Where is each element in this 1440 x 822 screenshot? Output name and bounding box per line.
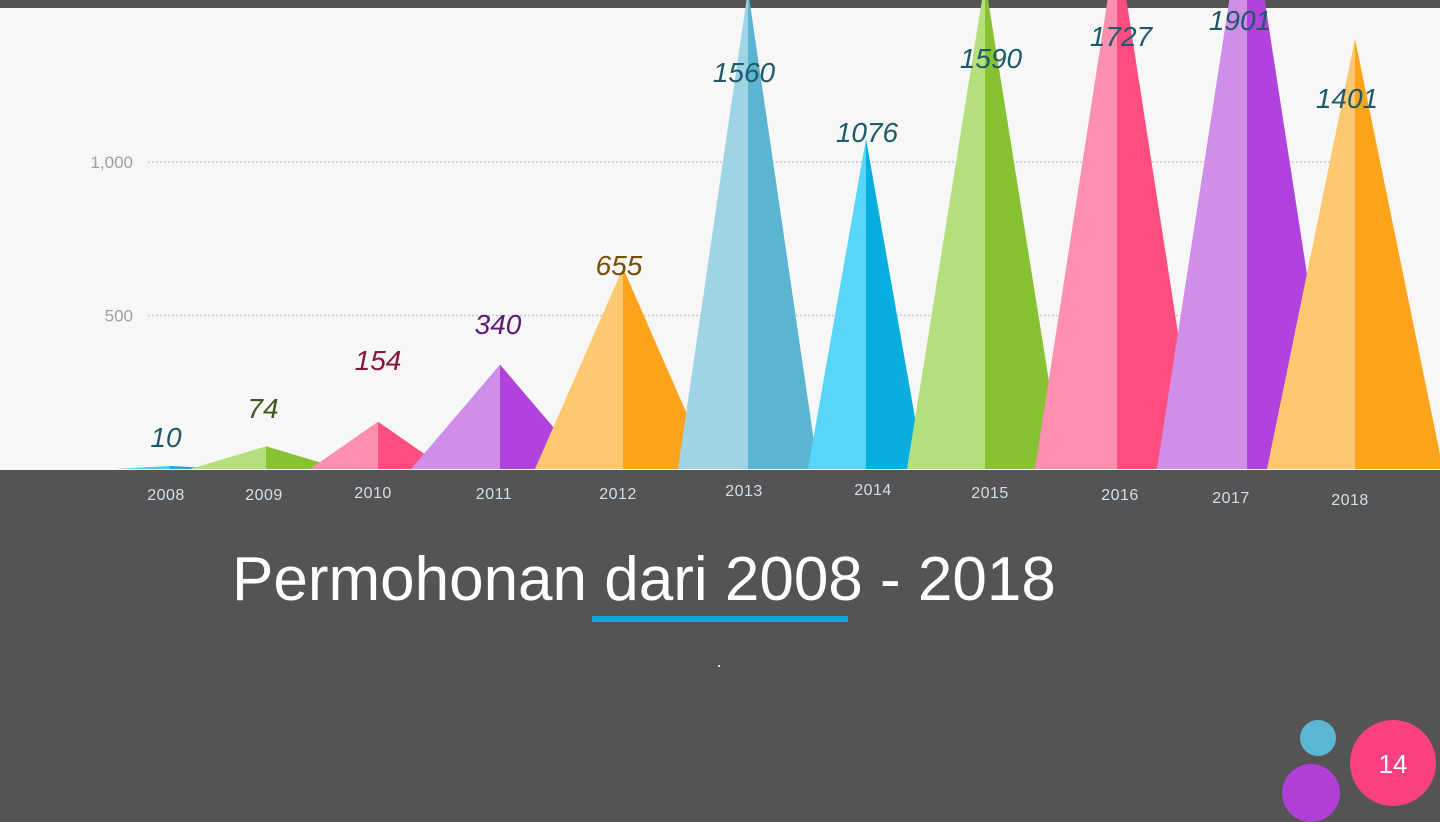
data-label: 1076 <box>836 117 899 148</box>
pyramid-bar-left-face <box>678 0 748 469</box>
data-label: 1901 <box>1209 5 1271 36</box>
label-layer: 10 2008 74 2009 154 2010 340 2011 655 2012 1560 201… <box>147 5 1378 509</box>
data-label: 154 <box>355 345 402 376</box>
pyramid-bar-right-face <box>985 0 1063 469</box>
pyramid-bar-right-face <box>378 421 446 469</box>
x-tick-label: 2009 <box>245 487 283 504</box>
data-label: 1401 <box>1316 83 1378 114</box>
x-tick-label: 2015 <box>971 485 1009 502</box>
x-tick-label: 2018 <box>1331 492 1369 509</box>
pyramid-bar-left-face <box>1157 0 1247 469</box>
footnote-mark <box>718 665 720 667</box>
data-label: 655 <box>596 250 643 281</box>
data-label: 74 <box>247 393 278 424</box>
x-tick-label: 2008 <box>147 487 185 504</box>
pyramid-bar-right-face <box>1355 38 1440 469</box>
pyramid-bar-left-face <box>411 364 500 469</box>
x-tick-label: 2010 <box>354 485 392 502</box>
decorative-blue-circle <box>1300 720 1336 756</box>
y-tick-label: 1,000 <box>90 153 133 172</box>
y-tick-label: 500 <box>105 307 133 326</box>
pyramid-bar-left-face <box>1035 0 1117 469</box>
pyramid-bar-left-face <box>190 446 266 469</box>
x-tick-label: 2011 <box>476 486 512 503</box>
pyramid-bar-right-face <box>266 446 342 469</box>
data-label: 1727 <box>1090 21 1154 52</box>
slide-title: Permohonan dari 2008 - 2018 <box>232 545 1056 614</box>
pyramid-bar-right-face <box>748 0 818 469</box>
top-bar <box>0 0 1440 8</box>
pyramid-bar-left-face <box>1267 38 1355 469</box>
data-label: 1590 <box>960 43 1023 74</box>
pyramid-bar-left-face <box>808 138 866 469</box>
decorative-purple-circle <box>1282 764 1340 822</box>
x-tick-label: 2012 <box>599 486 637 503</box>
page-number-badge: 14 <box>1350 720 1436 806</box>
data-label: 1560 <box>713 57 776 88</box>
bar-layer <box>115 0 1440 469</box>
title-underline <box>592 616 848 622</box>
pyramid-bar-left-face <box>535 267 623 469</box>
x-tick-label: 2017 <box>1212 490 1250 507</box>
pyramid-bar-left-face <box>115 465 170 469</box>
pyramid-bar-right-face <box>866 138 924 469</box>
x-tick-label: 2013 <box>725 483 763 500</box>
x-tick-label: 2016 <box>1101 487 1139 504</box>
data-label: 10 <box>150 422 182 453</box>
pyramid-bar-left-face <box>907 0 985 469</box>
pyramid-bar-left-face <box>310 421 378 469</box>
x-tick-label: 2014 <box>854 482 892 499</box>
data-label: 340 <box>475 309 522 340</box>
